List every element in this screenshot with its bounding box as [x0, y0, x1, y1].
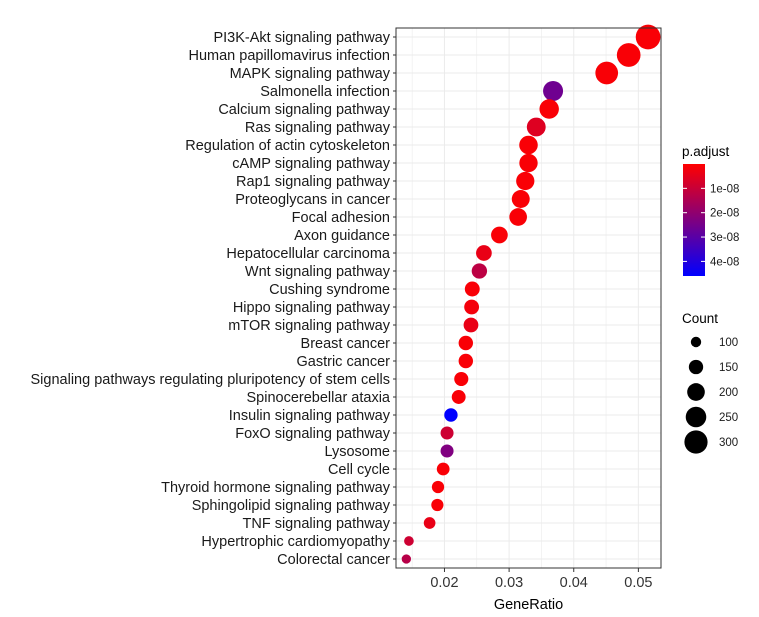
data-point	[440, 426, 454, 440]
data-point	[431, 498, 444, 512]
colorbar-tick-label: 3e-08	[710, 232, 739, 244]
x-tick-label: 0.02	[430, 575, 458, 591]
data-point	[519, 153, 538, 173]
size-legend-items: 100 150 200 250 300	[684, 336, 738, 454]
size-legend-key	[688, 359, 704, 375]
y-tick-label: cAMP signaling pathway	[232, 156, 390, 172]
colorbar-tick-label: 1e-08	[710, 183, 739, 195]
y-tick-label: TNF signaling pathway	[243, 516, 391, 532]
data-point	[458, 353, 474, 369]
data-point	[491, 226, 508, 244]
data-point	[476, 245, 492, 261]
data-point	[458, 335, 474, 351]
plot-border	[395, 27, 662, 569]
x-tick-label: 0.04	[560, 575, 588, 591]
size-legend-label: 300	[719, 437, 738, 449]
y-tick-label: Axon guidance	[294, 228, 390, 244]
data-point	[463, 317, 479, 333]
data-point	[464, 281, 480, 297]
size-legend-label: 250	[719, 412, 738, 424]
size-legend-key	[687, 383, 705, 401]
y-axis-labels: PI3K-Akt signaling pathway Human papillom…	[31, 30, 391, 568]
y-tick-label: mTOR signaling pathway	[228, 318, 390, 334]
data-point	[423, 517, 436, 529]
data-point	[543, 80, 564, 102]
y-tick-label: Calcium signaling pathway	[218, 102, 390, 118]
data-point	[635, 24, 661, 50]
y-tick-label: Spinocerebellar ataxia	[247, 390, 391, 406]
size-legend-title: Count	[682, 311, 718, 326]
data-point	[436, 462, 450, 476]
data-points	[401, 24, 661, 564]
color-legend: p.adjust 1e-08 2e-08 3e-08 4e-08	[682, 144, 739, 276]
color-legend-title: p.adjust	[682, 144, 730, 159]
data-point	[539, 99, 559, 119]
y-tick-label: Human papillomavirus infection	[189, 48, 391, 64]
data-point	[516, 171, 535, 191]
y-tick-label: Wnt signaling pathway	[245, 264, 391, 280]
data-point	[519, 135, 538, 155]
data-point	[440, 444, 454, 458]
x-axis: 0.02 0.03 0.04 0.05	[430, 568, 652, 591]
y-tick-label: Ras signaling pathway	[245, 120, 391, 136]
data-point	[451, 390, 466, 404]
y-tick-label: Sphingolipid signaling pathway	[192, 498, 391, 514]
y-tick-label: Salmonella infection	[260, 84, 390, 100]
y-tick-label: Cell cycle	[328, 462, 390, 478]
size-legend-label: 150	[719, 362, 738, 374]
data-point	[464, 299, 480, 315]
y-tick-label: Breast cancer	[301, 336, 391, 352]
y-tick-label: Hippo signaling pathway	[233, 300, 391, 316]
y-tick-label: Regulation of actin cytoskeleton	[185, 138, 390, 154]
data-point	[511, 190, 530, 208]
data-point	[595, 61, 619, 85]
colorbar-tick-label: 2e-08	[710, 208, 739, 220]
data-point	[471, 263, 488, 279]
data-point	[526, 117, 546, 137]
data-point	[509, 208, 527, 226]
x-axis-title: GeneRatio	[494, 597, 563, 613]
x-tick-label: 0.03	[495, 575, 523, 591]
y-tick-label: Rap1 signaling pathway	[236, 174, 391, 190]
data-point	[401, 554, 412, 564]
size-legend: Count 100 150 200 250 300	[682, 311, 738, 454]
y-tick-label: Proteoglycans in cancer	[235, 192, 390, 208]
data-point	[616, 43, 641, 67]
data-point	[404, 536, 414, 546]
y-tick-label: Focal adhesion	[292, 210, 390, 226]
size-legend-key	[685, 406, 707, 428]
x-tick-label: 0.05	[624, 575, 652, 591]
y-tick-label: Gastric cancer	[297, 354, 391, 370]
size-legend-label: 200	[719, 387, 738, 399]
y-tick-label: Colorectal cancer	[277, 552, 390, 568]
colorbar	[683, 164, 705, 276]
data-point	[444, 408, 458, 422]
y-tick-label: Cushing syndrome	[269, 282, 390, 298]
y-tick-label: MAPK signaling pathway	[230, 66, 391, 82]
y-axis-ticks	[393, 36, 396, 560]
y-tick-label: PI3K-Akt signaling pathway	[213, 30, 390, 46]
data-point	[454, 371, 469, 387]
y-tick-label: Hypertrophic cardiomyopathy	[201, 534, 390, 550]
plot-panel	[395, 24, 662, 569]
y-tick-label: Lysosome	[324, 444, 390, 460]
size-legend-key	[690, 336, 702, 348]
size-legend-key	[684, 430, 708, 454]
plot-background	[396, 28, 661, 568]
y-tick-label: Insulin signaling pathway	[229, 408, 391, 424]
colorbar-tick-label: 4e-08	[710, 256, 739, 268]
colorbar-ticks: 1e-08 2e-08 3e-08 4e-08	[683, 183, 739, 268]
y-tick-label: Hepatocellular carcinoma	[226, 246, 391, 262]
y-tick-label: Thyroid hormone signaling pathway	[161, 480, 391, 496]
data-point	[431, 480, 445, 494]
y-tick-label: FoxO signaling pathway	[235, 426, 390, 442]
size-legend-label: 100	[719, 337, 738, 349]
y-tick-label: Signaling pathways regulating pluripoten…	[31, 372, 390, 388]
